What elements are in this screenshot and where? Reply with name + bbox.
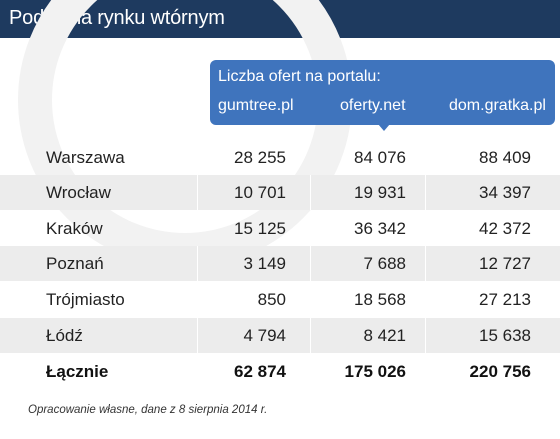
source-footnote: Opracowanie własne, dane z 8 sierpnia 20… <box>28 404 268 416</box>
total-label: Łącznie <box>46 362 109 381</box>
value-oferty: 84 076 <box>354 148 406 167</box>
total-row: Łącznie 62 874 175 026 220 756 <box>0 354 560 389</box>
value-gumtree: 3 149 <box>243 254 286 273</box>
banner-heading: Liczba ofert na portalu: <box>218 68 381 85</box>
page-title: Podaż na rynku wtórnym <box>9 7 225 29</box>
city-name: Kraków <box>46 219 103 238</box>
banner-pointer <box>378 124 390 131</box>
total-oferty: 175 026 <box>344 362 406 381</box>
table-row: Kraków 15 125 36 342 42 372 <box>0 211 560 246</box>
city-name: Poznań <box>46 254 104 273</box>
table-row: Poznań 3 149 7 688 12 727 <box>0 246 560 281</box>
column-header-oferty: oferty.net <box>340 97 406 114</box>
table-row: Trójmiasto 850 18 568 27 213 <box>0 282 560 317</box>
table-row: Warszawa 28 255 84 076 88 409 <box>0 140 560 175</box>
total-gratka: 220 756 <box>469 362 531 381</box>
city-name: Trójmiasto <box>46 290 125 309</box>
value-gratka: 15 638 <box>479 326 531 345</box>
value-oferty: 8 421 <box>363 326 406 345</box>
portal-header-banner: Liczba ofert na portalu: gumtree.pl ofer… <box>210 60 555 125</box>
value-gratka: 42 372 <box>479 219 531 238</box>
value-gumtree: 850 <box>257 290 286 309</box>
value-gratka: 12 727 <box>479 254 531 273</box>
table-row: Łódź 4 794 8 421 15 638 <box>0 318 560 353</box>
title-bar: Podaż na rynku wtórnym <box>0 0 560 38</box>
city-name: Łódź <box>46 326 83 345</box>
value-gumtree: 15 125 <box>234 219 286 238</box>
value-gratka: 27 213 <box>479 290 531 309</box>
city-name: Warszawa <box>46 148 125 167</box>
value-oferty: 19 931 <box>354 183 406 202</box>
value-oferty: 7 688 <box>363 254 406 273</box>
value-oferty: 18 568 <box>354 290 406 309</box>
city-name: Wrocław <box>46 183 111 202</box>
value-gumtree: 10 701 <box>234 183 286 202</box>
column-header-gratka: dom.gratka.pl <box>449 97 546 114</box>
value-gumtree: 28 255 <box>234 148 286 167</box>
table-row: Wrocław 10 701 19 931 34 397 <box>0 175 560 210</box>
value-gumtree: 4 794 <box>243 326 286 345</box>
total-gumtree: 62 874 <box>234 362 286 381</box>
value-gratka: 88 409 <box>479 148 531 167</box>
value-gratka: 34 397 <box>479 183 531 202</box>
value-oferty: 36 342 <box>354 219 406 238</box>
column-header-gumtree: gumtree.pl <box>218 97 294 114</box>
